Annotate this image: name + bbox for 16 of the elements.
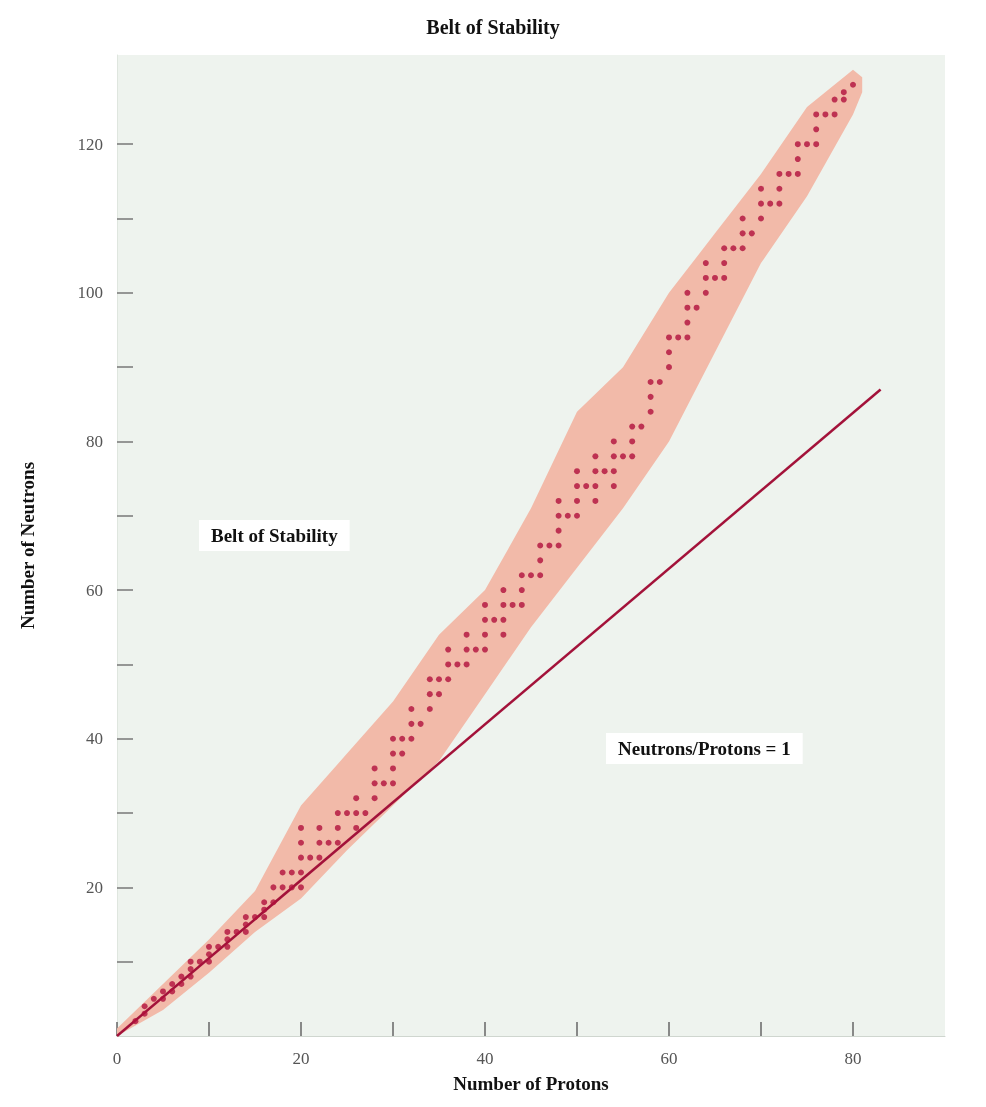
- annotation: Neutrons/Protons = 1: [618, 738, 791, 759]
- x-tick-label: 80: [844, 1049, 862, 1068]
- y-tick-label: 80: [86, 431, 103, 451]
- chart-title: Belt of Stability: [426, 16, 560, 39]
- y-tick-label: 120: [77, 134, 103, 154]
- x-tick-label: 60: [660, 1049, 678, 1068]
- x-tick-label: 40: [476, 1049, 494, 1068]
- y-tick-label: 60: [86, 580, 103, 600]
- x-axis-title: Number of Protons: [453, 1073, 609, 1094]
- y-tick-label: 20: [86, 877, 103, 897]
- x-tick-label: 20: [292, 1049, 310, 1068]
- y-tick-label: 40: [86, 729, 103, 749]
- x-tick-label: 0: [112, 1049, 122, 1068]
- y-tick-label: 100: [77, 283, 103, 303]
- y-axis-title: Number of Neutrons: [17, 461, 38, 630]
- annotation: Belt of Stability: [211, 525, 339, 546]
